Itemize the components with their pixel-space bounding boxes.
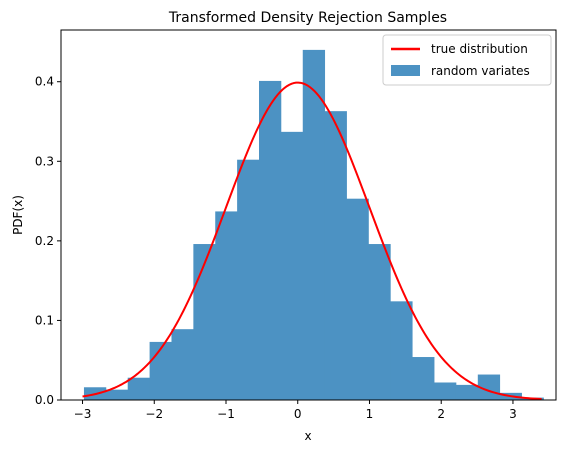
histogram-bar	[259, 80, 282, 401]
y-tick-label: 0.2	[35, 234, 54, 248]
x-tick-label: 3	[509, 407, 517, 421]
true-distribution-line	[82, 81, 542, 401]
y-tick-label: 0.4	[35, 75, 54, 89]
y-tick-label: 0.0	[35, 393, 54, 407]
histogram-bar	[237, 159, 260, 400]
histogram-bar	[193, 244, 216, 400]
histogram-bar	[368, 244, 391, 400]
x-tick-label: −2	[145, 407, 163, 421]
x-axis-label: x	[304, 429, 311, 443]
legend: true distribution random variates	[382, 34, 552, 86]
y-axis: 0.0 0.1 0.2 0.3 0.4	[35, 75, 61, 407]
histogram-bar	[149, 341, 172, 400]
plot-area	[82, 49, 544, 401]
x-tick-label: 2	[437, 407, 445, 421]
chart-title: Transformed Density Rejection Samples	[168, 10, 447, 26]
histogram-bar	[324, 111, 347, 400]
x-tick-label: −1	[217, 407, 235, 421]
histogram-bar	[390, 301, 413, 400]
histogram-bar	[346, 198, 369, 400]
y-tick-label: 0.1	[35, 313, 54, 327]
histogram-bar	[215, 211, 238, 400]
histogram-bar	[171, 329, 194, 400]
x-axis: −3 −2 −1 0 1 2 3	[74, 400, 517, 421]
histogram-bar	[302, 49, 326, 400]
histogram-bar	[412, 357, 435, 400]
legend-label-true-distribution: true distribution	[431, 42, 528, 56]
y-tick-label: 0.3	[35, 154, 54, 168]
histogram-bar	[127, 377, 150, 400]
histogram-bar	[280, 131, 304, 400]
legend-label-random-variates: random variates	[431, 64, 530, 78]
histogram-bar	[455, 384, 479, 400]
histogram-bar	[434, 382, 457, 400]
axes-frame	[60, 29, 557, 401]
legend-swatch-random-variates	[391, 65, 420, 76]
x-tick-label: 0	[294, 407, 302, 421]
legend-box	[382, 34, 552, 86]
x-tick-label: 1	[366, 407, 374, 421]
histogram-bar	[105, 389, 129, 400]
x-tick-label: −3	[74, 407, 92, 421]
y-axis-label: PDF(x)	[11, 195, 25, 235]
